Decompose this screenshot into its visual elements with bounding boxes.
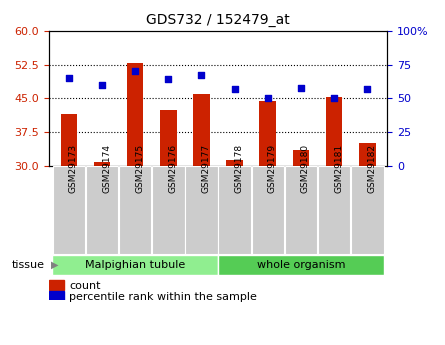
FancyBboxPatch shape [53, 166, 85, 254]
Text: percentile rank within the sample: percentile rank within the sample [69, 292, 257, 302]
Bar [61, 114, 77, 166]
Text: GSM29182: GSM29182 [367, 144, 376, 193]
Text: GSM29175: GSM29175 [135, 144, 144, 193]
FancyBboxPatch shape [251, 166, 284, 254]
Bar [326, 97, 342, 166]
Text: GSM29177: GSM29177 [202, 144, 210, 193]
FancyBboxPatch shape [285, 166, 317, 254]
FancyBboxPatch shape [86, 166, 118, 254]
Text: ▶: ▶ [51, 260, 59, 270]
Point [331, 96, 338, 101]
Text: GSM29176: GSM29176 [168, 144, 177, 193]
FancyBboxPatch shape [52, 255, 218, 275]
Text: whole organism: whole organism [257, 260, 345, 270]
Point [198, 73, 205, 78]
FancyBboxPatch shape [119, 166, 151, 254]
Text: count: count [69, 280, 101, 290]
FancyBboxPatch shape [218, 255, 384, 275]
Text: GSM29173: GSM29173 [69, 144, 78, 193]
Bar [49, 291, 64, 301]
Bar [293, 150, 309, 166]
Bar [193, 94, 210, 166]
Point [98, 82, 105, 88]
FancyBboxPatch shape [185, 166, 218, 254]
Point [165, 77, 172, 82]
Text: tissue: tissue [12, 260, 45, 270]
Text: GSM29181: GSM29181 [334, 144, 343, 193]
Bar [359, 143, 376, 166]
Point [364, 86, 371, 92]
Bar [94, 162, 110, 166]
Text: GSM29180: GSM29180 [301, 144, 310, 193]
Text: Malpighian tubule: Malpighian tubule [85, 260, 185, 270]
Text: GSM29179: GSM29179 [268, 144, 277, 193]
Point [231, 86, 238, 92]
Point [132, 69, 139, 74]
FancyBboxPatch shape [318, 166, 350, 254]
Bar [49, 280, 64, 290]
Bar [227, 160, 243, 166]
Bar [127, 63, 143, 166]
Text: GSM29178: GSM29178 [235, 144, 243, 193]
Point [264, 96, 271, 101]
Point [65, 75, 73, 81]
Point [297, 85, 304, 90]
FancyBboxPatch shape [218, 166, 251, 254]
Bar [259, 101, 276, 166]
FancyBboxPatch shape [351, 166, 384, 254]
Text: GSM29174: GSM29174 [102, 144, 111, 193]
Title: GDS732 / 152479_at: GDS732 / 152479_at [146, 13, 290, 27]
Bar [160, 110, 177, 166]
FancyBboxPatch shape [152, 166, 185, 254]
